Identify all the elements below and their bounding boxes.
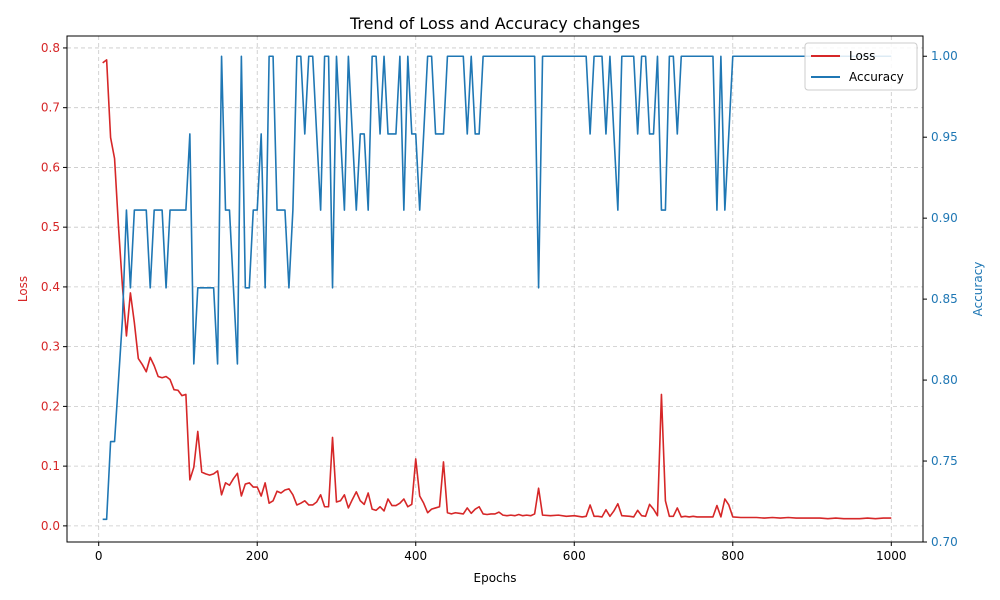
y-right-tick-label: 0.85 (931, 292, 958, 306)
y-axis-right-label: Accuracy (971, 262, 985, 317)
y-left-tick-label: 0.0 (41, 519, 60, 533)
x-tick-label: 600 (563, 549, 586, 563)
y-right-tick-label: 0.70 (931, 535, 958, 549)
legend-label-accuracy: Accuracy (849, 70, 904, 84)
series-layer (102, 55, 892, 521)
y-left-tick-label: 0.8 (41, 41, 60, 55)
legend-label-loss: Loss (849, 49, 875, 63)
y-axis-right: 0.70 0.75 0.80 0.85 0.90 0.95 1.00 (923, 49, 958, 549)
grid (67, 36, 923, 542)
y-left-tick-label: 0.5 (41, 220, 60, 234)
x-tick-label: 1000 (876, 549, 907, 563)
y-left-tick-label: 0.2 (41, 399, 60, 413)
legend-box (804, 42, 918, 91)
y-right-tick-label: 0.75 (931, 454, 958, 468)
chart-title: Trend of Loss and Accuracy changes (349, 14, 640, 33)
plot-frame (66, 35, 924, 543)
y-right-tick-label: 0.80 (931, 373, 958, 387)
y-axis-left: 0.0 0.1 0.2 0.3 0.4 0.5 0.6 0.7 0.8 (41, 41, 67, 533)
y-axis-left-label: Loss (16, 276, 30, 302)
y-right-tick-label: 1.00 (931, 49, 958, 63)
y-left-tick-label: 0.7 (41, 101, 60, 115)
x-tick-label: 800 (721, 549, 744, 563)
series-line-loss (102, 59, 892, 520)
x-axis-label: Epochs (474, 571, 517, 585)
y-left-tick-label: 0.3 (41, 340, 60, 354)
x-tick-label: 200 (246, 549, 269, 563)
y-left-tick-label: 0.1 (41, 459, 60, 473)
x-tick-label: 400 (404, 549, 427, 563)
y-right-tick-label: 0.95 (931, 130, 958, 144)
y-right-tick-label: 0.90 (931, 211, 958, 225)
x-axis: 0 200 400 600 800 1000 (95, 542, 907, 563)
series-line-accuracy (102, 55, 892, 521)
y-left-tick-label: 0.4 (41, 280, 60, 294)
legend: Loss Accuracy (804, 42, 918, 91)
y-left-tick-label: 0.6 (41, 160, 60, 174)
x-tick-label: 0 (95, 549, 103, 563)
